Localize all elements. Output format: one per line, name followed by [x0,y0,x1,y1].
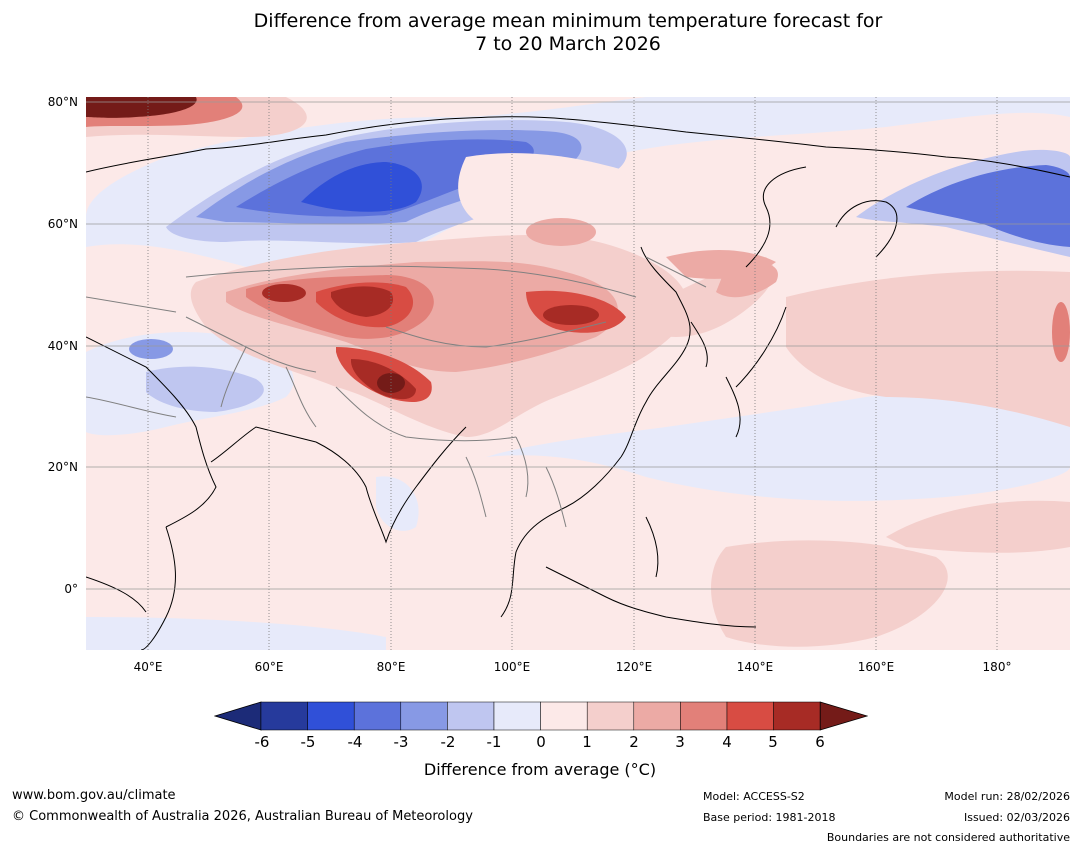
colorbar-tick-minus4: -4 [347,733,363,751]
lat-label-20n: 20°N [47,460,78,474]
meridian-lines [147,97,998,650]
lon-label-100e: 100°E [493,660,531,674]
colorbar-segment [260,701,308,731]
lon-label-120e: 120°E [615,660,653,674]
lat-label-80n: 80°N [47,95,78,109]
title-line-2: 7 to 20 March 2026 [475,33,661,55]
colorbar-tick-4: 4 [722,733,732,751]
lon-label-60e: 60°E [254,660,284,674]
colorbar-segment [540,701,588,731]
colorbar-tick-minus2: -2 [440,733,456,751]
colorbar-segment [633,701,681,731]
lon-label-140e: 140°E [736,660,774,674]
colorbar-segment [493,701,541,731]
footer-disclaimer: Boundaries are not considered authoritat… [826,831,1070,844]
colorbar-tick-minus6: -6 [254,733,270,751]
parallel-lines [86,101,1070,590]
lat-label-40n: 40°N [47,339,78,353]
colorbar-under-arrow [213,701,262,731]
lon-label-40e: 40°E [133,660,163,674]
colorbar-tick-6: 6 [815,733,825,751]
temperature-anomaly-map [86,97,1070,650]
warm-anomaly-fields [86,97,1070,647]
lon-label-180: 180° [982,660,1012,674]
coastlines [86,116,1070,650]
colorbar-segment [307,701,355,731]
footer-model: Model: ACCESS-S2 [703,790,805,803]
lat-label-60n: 60°N [47,217,78,231]
title-line-1: Difference from average mean minimum tem… [253,10,883,32]
colorbar [213,700,869,736]
colorbar-tick-1: 1 [582,733,592,751]
colorbar-label: Difference from average (°C) [423,760,657,779]
colorbar-over-arrow [819,701,869,731]
colorbar-segment [447,701,495,731]
colorbar-segment [353,701,402,731]
colorbar-tick-minus1: -1 [486,733,502,751]
colorbar-segment [586,701,635,731]
colorbar-segment [726,701,774,731]
colorbar-tick-3: 3 [675,733,685,751]
colorbar-segment [680,701,728,731]
colorbar-tick-5: 5 [768,733,778,751]
colorbar-tick-minus5: -5 [300,733,316,751]
colorbar-tick-minus3: -3 [393,733,409,751]
lon-label-160e: 160°E [857,660,895,674]
lat-label-0: 0° [64,582,78,596]
footer-issued: Issued: 02/03/2026 [963,811,1070,824]
lon-label-80e: 80°E [376,660,406,674]
footer-model-run: Model run: 28/02/2026 [944,790,1070,803]
footer-copyright: © Commonwealth of Australia 2026, Austra… [12,809,473,824]
footer-base-period: Base period: 1981-2018 [703,811,836,824]
colorbar-tick-0: 0 [536,733,546,751]
colorbar-tick-2: 2 [629,733,639,751]
footer-website[interactable]: www.bom.gov.au/climate [12,788,176,803]
country-boundaries [86,256,707,528]
chart-title: Difference from average mean minimum tem… [0,10,1081,56]
colorbar-segment [773,701,821,731]
colorbar-segment [400,701,448,731]
